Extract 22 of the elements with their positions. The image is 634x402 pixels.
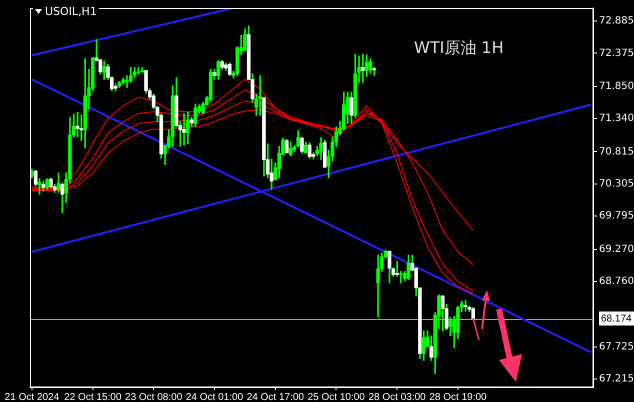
x-tick-label: 25 Oct 10:00: [308, 392, 366, 402]
y-tick-label: 69.795: [599, 210, 634, 222]
annotation: WTI原油 1H: [414, 38, 504, 59]
y-tick-label: 69.270: [599, 244, 634, 255]
y-tick-label: 67.725: [599, 341, 634, 352]
x-tick-label: 21 Oct 2024: [4, 392, 60, 402]
x-tick-label: 22 Oct 15:00: [64, 392, 122, 402]
y-tick-label: 70.815: [599, 146, 634, 158]
chart-title: USOIL,H1: [45, 5, 97, 18]
x-tick-label: 24 Oct 01:00: [186, 392, 244, 402]
y-tick-label: 72.885: [599, 16, 634, 27]
x-tick-label: 28 Oct 19:00: [429, 392, 488, 402]
x-tick-label: 24 Oct 17:00: [246, 392, 304, 402]
y-tick-label: 71.850: [599, 80, 634, 92]
y-tick-label: 72.375: [599, 48, 634, 59]
x-tick-label: 23 Oct 08:00: [125, 392, 183, 402]
y-tick-label: 67.215: [599, 374, 634, 385]
ref-line-label: 68.174: [601, 313, 632, 324]
y-tick-label: 68.760: [599, 276, 634, 288]
x-tick-label: 28 Oct 03:00: [368, 392, 426, 402]
y-tick-label: 70.305: [599, 178, 634, 190]
y-tick-label: 71.340: [599, 113, 634, 124]
